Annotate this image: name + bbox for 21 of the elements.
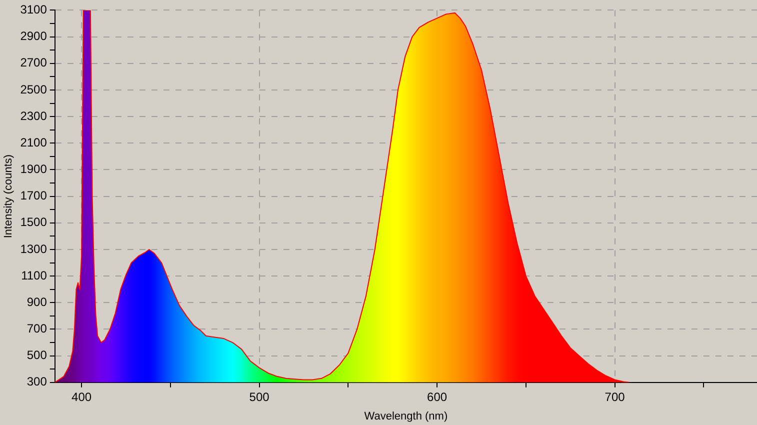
y-tick-label: 700 <box>26 322 48 336</box>
y-tick-label: 1500 <box>20 215 48 230</box>
x-tick-label: 500 <box>249 390 270 404</box>
y-tick-label: 2900 <box>20 29 48 44</box>
y-tick-label: 3100 <box>20 2 48 17</box>
x-axis-title: Wavelength (nm) <box>364 410 448 422</box>
y-tick-label: 2300 <box>20 108 48 123</box>
y-tick-label: 900 <box>26 294 48 309</box>
y-axis-title: Intensity (counts) <box>2 154 15 238</box>
x-tick-label: 600 <box>427 390 448 404</box>
y-tick-label: 2700 <box>20 56 48 70</box>
y-tick-label: 1300 <box>20 242 48 256</box>
x-tick-label: 700 <box>604 390 626 404</box>
y-tick-label: 300 <box>26 374 48 389</box>
y-tick-label: 1900 <box>20 162 48 176</box>
y-tick-label: 2500 <box>20 82 48 96</box>
y-tick-label: 500 <box>26 348 48 362</box>
y-tick-label: 1700 <box>20 188 48 203</box>
y-tick-label: 2100 <box>20 135 48 150</box>
y-tick-label: 1100 <box>21 268 48 282</box>
x-tick-label: 400 <box>72 390 92 404</box>
